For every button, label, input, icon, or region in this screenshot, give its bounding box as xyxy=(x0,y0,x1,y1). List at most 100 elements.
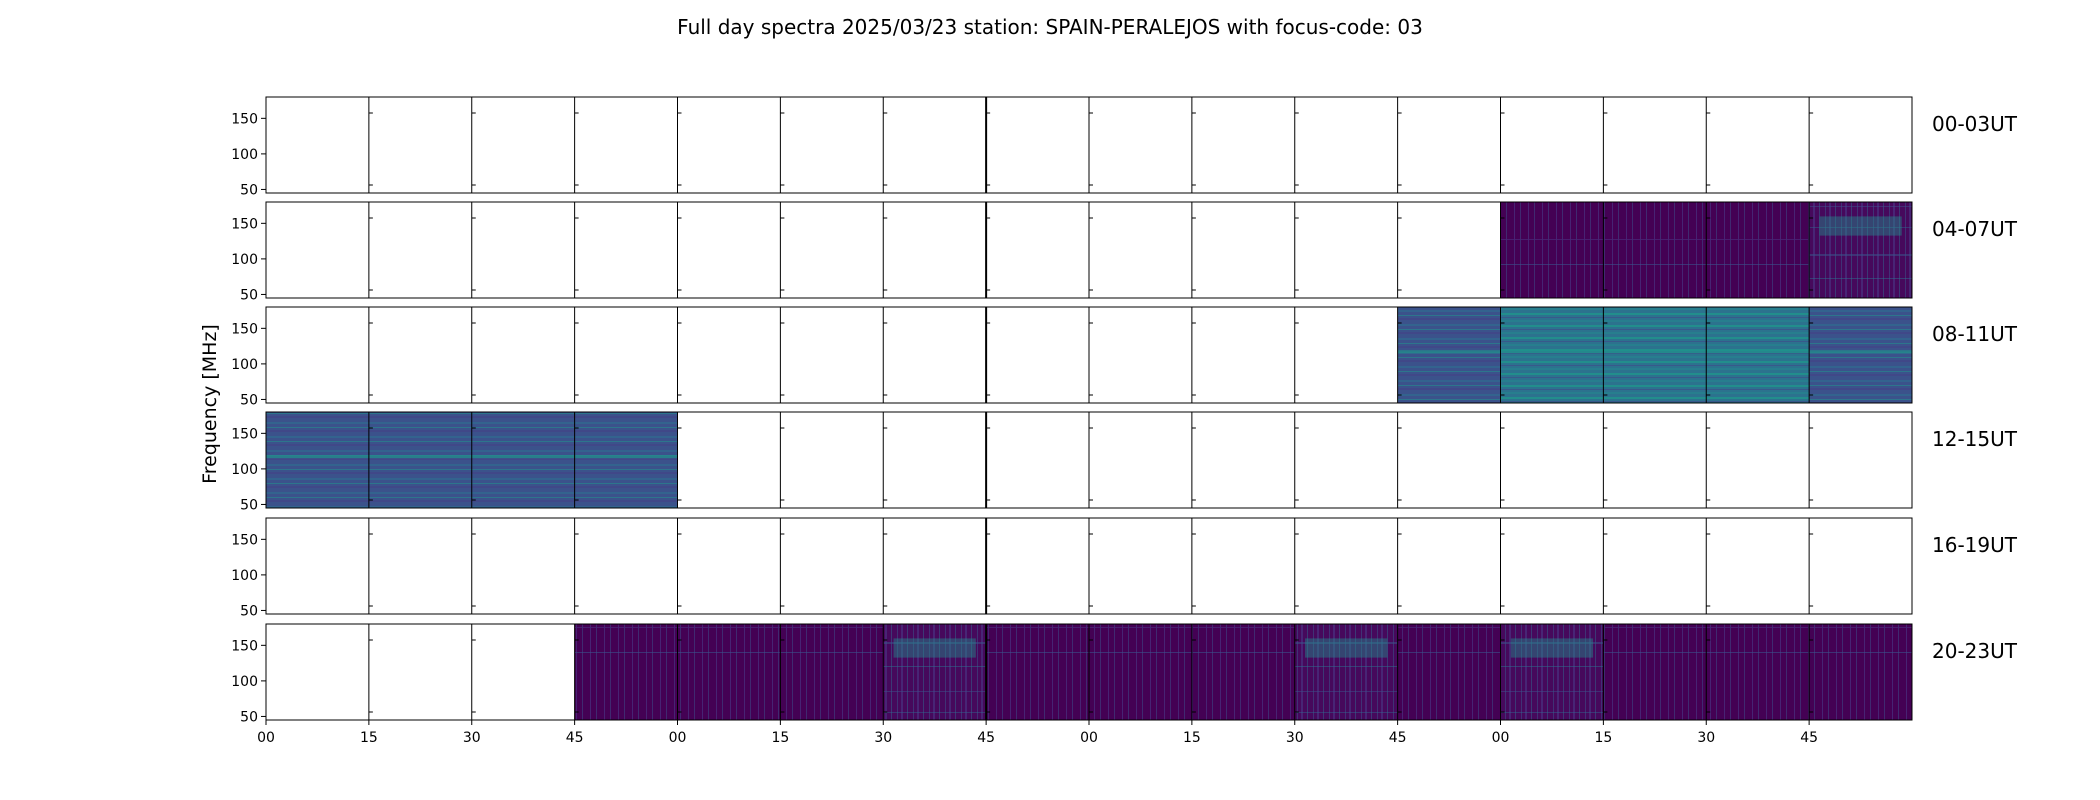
empty-cell xyxy=(1603,412,1707,508)
empty-cell xyxy=(1603,518,1707,614)
y-tick-label: 150 xyxy=(231,321,258,337)
spectrum-cell xyxy=(1603,624,1707,720)
y-tick-label: 50 xyxy=(240,182,258,198)
spectrum-cell xyxy=(1089,624,1192,720)
empty-cell xyxy=(677,97,781,193)
empty-cell xyxy=(1294,307,1398,403)
spectra-row: 50 100 150 00-03UT xyxy=(231,96,2018,198)
empty-cell xyxy=(780,307,884,403)
empty-cell xyxy=(1294,202,1398,298)
empty-cell xyxy=(266,624,369,720)
y-tick-label: 150 xyxy=(231,638,258,654)
empty-cell xyxy=(471,624,575,720)
empty-cell xyxy=(1294,518,1398,614)
x-tick-label: 00 xyxy=(1492,730,1510,746)
spectrum-cell xyxy=(1397,624,1501,720)
spectrum-band xyxy=(1510,638,1594,658)
empty-cell xyxy=(883,412,987,508)
spectra-row: 50 100 150 04-07UT xyxy=(231,201,2018,303)
x-tick-label: 00 xyxy=(1080,730,1098,746)
spectrum-cell xyxy=(986,624,1089,720)
spectrum-cell xyxy=(883,624,987,720)
empty-cell xyxy=(574,307,678,403)
spectrum-band xyxy=(1819,216,1902,236)
spectrum-band xyxy=(266,455,369,459)
row-time-label: 16-19UT xyxy=(1932,533,2018,557)
x-tick-label: 30 xyxy=(874,730,892,746)
spectrum-cell xyxy=(1706,307,1810,403)
empty-cell xyxy=(677,307,781,403)
spectrum-cell xyxy=(1603,307,1707,403)
y-tick-label: 50 xyxy=(240,392,258,408)
empty-cell xyxy=(1706,412,1810,508)
spectrum-cell xyxy=(677,624,781,720)
y-tick-label: 50 xyxy=(240,287,258,303)
spectra-row: 50 100 150 16-19UT xyxy=(231,517,2018,619)
empty-cell xyxy=(677,202,781,298)
spectrum-cell xyxy=(574,412,678,508)
spectrum-cell xyxy=(1809,307,1912,403)
y-tick-label: 100 xyxy=(231,252,258,268)
empty-cell xyxy=(1706,518,1810,614)
empty-cell xyxy=(471,202,575,298)
empty-cell xyxy=(1191,518,1295,614)
empty-cell xyxy=(1294,412,1398,508)
y-tick-label: 150 xyxy=(231,111,258,127)
x-tick-label: 15 xyxy=(360,730,378,746)
empty-cell xyxy=(986,202,1089,298)
empty-cell xyxy=(1500,412,1604,508)
empty-cell xyxy=(574,97,678,193)
row-time-label: 00-03UT xyxy=(1932,112,2018,136)
spectrum-band xyxy=(368,455,472,459)
x-tick-label: 30 xyxy=(1286,730,1304,746)
empty-cell xyxy=(368,307,472,403)
x-tick-label: 15 xyxy=(1183,730,1201,746)
empty-cell xyxy=(266,202,369,298)
row-time-label: 12-15UT xyxy=(1932,427,2018,451)
y-tick-label: 100 xyxy=(231,462,258,478)
y-tick-label: 100 xyxy=(231,674,258,690)
x-tick-label: 45 xyxy=(977,730,995,746)
row-frame xyxy=(265,517,1913,615)
spectrum-cell xyxy=(1500,202,1604,298)
x-tick-label: 45 xyxy=(1389,730,1407,746)
spectrum-cell xyxy=(1809,624,1912,720)
empty-cell xyxy=(1397,97,1501,193)
empty-cell xyxy=(986,307,1089,403)
x-tick-label: 15 xyxy=(1594,730,1612,746)
y-tick-label: 150 xyxy=(231,216,258,232)
empty-cell xyxy=(368,624,472,720)
spectrum-cell xyxy=(780,624,884,720)
empty-cell xyxy=(1089,307,1192,403)
x-tick-label: 45 xyxy=(1800,730,1818,746)
spectrum-band xyxy=(1603,350,1707,354)
x-tick-label: 30 xyxy=(1697,730,1715,746)
x-tick-label: 00 xyxy=(669,730,687,746)
empty-cell xyxy=(1500,518,1604,614)
row-frame xyxy=(265,201,1913,299)
empty-cell xyxy=(574,202,678,298)
spectrum-cell xyxy=(1191,624,1295,720)
spectrum-cell xyxy=(1706,202,1810,298)
empty-cell xyxy=(1294,97,1398,193)
empty-cell xyxy=(471,518,575,614)
empty-cell xyxy=(1089,518,1192,614)
y-tick-label: 100 xyxy=(231,357,258,373)
spectrum-band xyxy=(1706,350,1810,354)
empty-cell xyxy=(1397,202,1501,298)
empty-cell xyxy=(266,518,369,614)
spectrum-band xyxy=(893,638,976,658)
empty-cell xyxy=(986,412,1089,508)
y-tick-label: 50 xyxy=(240,709,258,725)
empty-cell xyxy=(1191,307,1295,403)
chart-title: Full day spectra 2025/03/23 station: SPA… xyxy=(677,15,1423,39)
spectrum-band xyxy=(1809,350,1912,354)
empty-cell xyxy=(1089,202,1192,298)
y-tick-label: 100 xyxy=(231,568,258,584)
empty-cell xyxy=(1809,412,1912,508)
spectrum-cell xyxy=(471,412,575,508)
spectrum-cell xyxy=(574,624,678,720)
x-tick-label: 45 xyxy=(566,730,584,746)
spectrum-cell xyxy=(1397,307,1501,403)
empty-cell xyxy=(780,412,884,508)
